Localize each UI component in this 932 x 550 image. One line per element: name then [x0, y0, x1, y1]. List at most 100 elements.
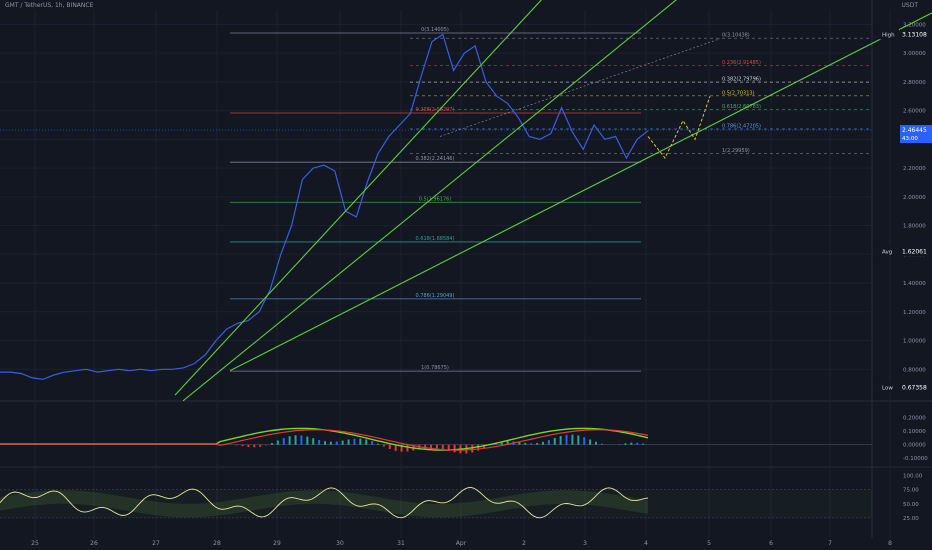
- macd-histogram-bar: [430, 444, 433, 448]
- macd-tick-label: 0.10000: [903, 429, 926, 435]
- marker-countdown: 43:00: [902, 136, 918, 142]
- x-tick-label: Apr: [456, 540, 467, 547]
- macd-histogram-bar: [518, 442, 521, 445]
- macd-histogram-bar: [630, 442, 633, 445]
- macd-histogram-bar: [636, 442, 639, 445]
- macd-histogram-bar: [259, 444, 262, 447]
- rsi-tick-label: 100.00: [903, 474, 923, 480]
- x-tick-label: 4: [644, 540, 648, 547]
- x-tick-label: 3: [583, 540, 587, 547]
- macd-histogram-bar: [441, 444, 444, 450]
- marker-value: 3.13108: [902, 31, 927, 38]
- macd-histogram-bar: [624, 443, 627, 445]
- x-tick-label: 25: [31, 540, 39, 547]
- fib-ext-level-label: 0.5(2.70313): [722, 90, 755, 96]
- price-line: [0, 33, 649, 380]
- macd-histogram-bar: [642, 443, 645, 445]
- macd-histogram-bar: [247, 444, 250, 447]
- currency-badge[interactable]: USDT: [901, 2, 919, 9]
- macd-histogram-bar: [394, 444, 397, 451]
- macd-histogram-bar: [341, 440, 344, 445]
- macd-histogram-bar: [300, 435, 303, 445]
- macd-histogram-bar: [377, 443, 380, 445]
- marker-name-bg: [874, 246, 899, 257]
- macd-histogram-bar: [241, 444, 244, 447]
- macd-histogram-bar: [329, 441, 332, 445]
- macd-histogram-bar: [335, 441, 338, 445]
- macd-histogram-bar: [347, 439, 350, 445]
- macd-histogram-bar: [447, 444, 450, 451]
- fib-level-label: 0.382(2.24146): [416, 156, 455, 162]
- macd-signal-line: [0, 429, 649, 451]
- x-tick-label: 8: [888, 540, 892, 547]
- y-tick-label: 1.40000: [903, 281, 926, 287]
- macd-histogram-bar: [547, 440, 550, 445]
- macd-histogram-bar: [424, 444, 427, 449]
- fib-level-label: 0.236(2.58297): [416, 107, 455, 113]
- macd-histogram-bar: [406, 444, 409, 452]
- fib-ext-level-label: 0.618(2.60783): [722, 104, 761, 110]
- y-tick-label: 3.00000: [903, 51, 926, 57]
- marker-value: 0.67358: [902, 384, 927, 391]
- fib-ext-level-label: 0.786(2.47205): [722, 123, 761, 129]
- macd-histogram-bar: [453, 444, 456, 453]
- y-tick-label: 1.80000: [903, 224, 926, 230]
- macd-histogram-bar: [265, 444, 268, 446]
- macd-histogram-bar: [471, 444, 474, 453]
- y-tick-label: 0.80000: [903, 367, 926, 373]
- fib-level-label: 1(0.78675): [421, 365, 449, 371]
- macd-line: [0, 427, 649, 451]
- y-tick-label: 2.60000: [903, 109, 926, 115]
- trendline-support: [229, 12, 932, 372]
- macd-tick-label: 0.00000: [903, 443, 926, 449]
- macd-histogram-bar: [388, 444, 391, 450]
- macd-histogram-bar: [618, 444, 621, 445]
- macd-histogram-bar: [324, 441, 326, 445]
- symbol-header: GMT / TetherUS, 1h, BINANCE: [5, 2, 94, 9]
- macd-histogram-bar: [553, 437, 556, 445]
- projection-path: [647, 96, 711, 159]
- marker-name-bg: [874, 29, 899, 40]
- x-tick-label: 28: [213, 540, 221, 547]
- macd-histogram-bar: [594, 441, 597, 445]
- macd-histogram-bar: [282, 438, 285, 445]
- marker-value: 2.46445: [902, 127, 927, 134]
- rsi-tick-label: 50.00: [903, 502, 919, 508]
- macd-histogram-bar: [500, 441, 503, 445]
- macd-tick-label: -0.10000: [903, 456, 928, 462]
- fib-level-label: 0.5(1.96176): [419, 196, 452, 202]
- macd-histogram-bar: [571, 434, 574, 445]
- macd-histogram-bar: [306, 436, 309, 445]
- macd-histogram-bar: [506, 441, 509, 445]
- x-tick-label: 27: [152, 540, 160, 547]
- x-tick-label: 29: [273, 540, 281, 547]
- macd-histogram-bar: [382, 444, 385, 447]
- y-tick-label: 2.80000: [903, 80, 926, 86]
- macd-histogram-bar: [365, 439, 368, 445]
- macd-histogram-bar: [477, 444, 480, 451]
- trendline-steep: [174, 0, 543, 396]
- y-tick-label: 1.00000: [903, 339, 926, 345]
- macd-histogram-bar: [565, 434, 568, 445]
- marker-value-bg: [900, 29, 932, 40]
- fib-trend-connector: [439, 38, 721, 137]
- macd-tick-label: 0.20000: [903, 416, 926, 422]
- fib-ext-level-label: 0(3.10438): [722, 33, 750, 39]
- rsi-line: [0, 487, 649, 519]
- macd-histogram-bar: [600, 443, 603, 445]
- x-tick-label: 7: [828, 540, 832, 547]
- marker-name: Low: [882, 385, 893, 391]
- macd-histogram-bar: [541, 441, 544, 445]
- macd-histogram-bar: [270, 443, 273, 445]
- fib-ext-level-label: 0.236(2.91485): [722, 60, 761, 66]
- x-tick-label: 5: [707, 540, 711, 547]
- macd-histogram-bar: [312, 438, 315, 445]
- rsi-tick-label: 25.00: [903, 516, 919, 522]
- macd-histogram-bar: [359, 438, 362, 445]
- x-tick-label: 26: [90, 540, 98, 547]
- marker-name-bg: [874, 382, 899, 393]
- fib-ext-level-label: 1(2.29959): [722, 148, 750, 154]
- marker-value-bg: [900, 246, 932, 257]
- fib-level-label: 0(3.14005): [421, 27, 449, 33]
